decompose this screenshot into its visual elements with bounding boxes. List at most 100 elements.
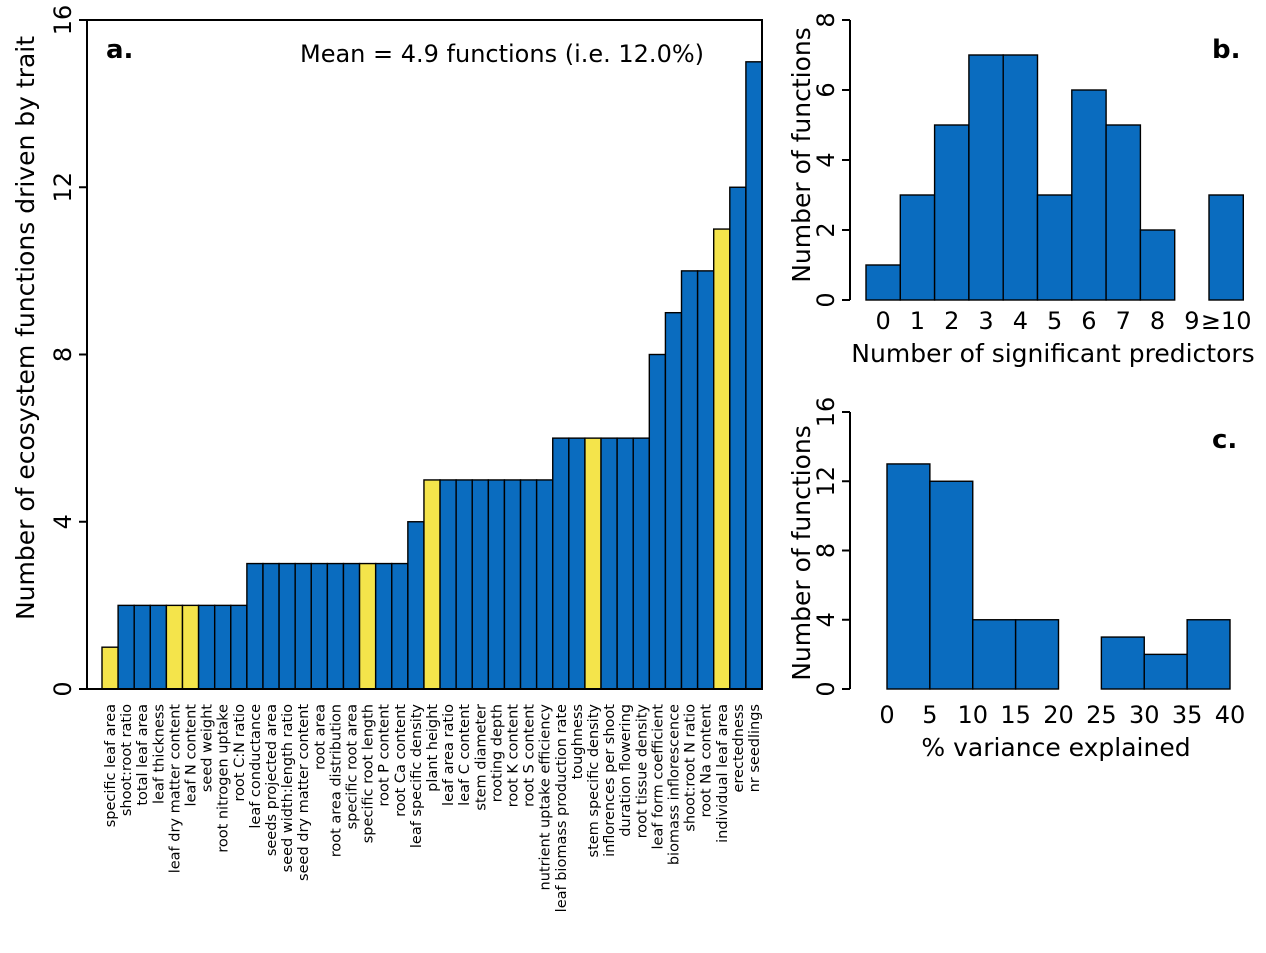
bar-15 [342,562,361,690]
bar-13 [310,562,329,690]
panel-b-letter: b. [1212,35,1241,65]
bar-12 [294,562,312,690]
bar-9 [246,562,264,690]
category-label: total leaf area [135,704,151,806]
panel-b-x-ticks: 0 1 2 3 4 5 6 7 8 9 ≥10 [876,307,1252,335]
bar-1 [117,604,135,690]
category-label: seed weight [200,704,216,792]
panel-b-y-ticks: 0 2 4 6 8 [812,12,850,308]
bar-5 [181,604,200,690]
panel-b-x-axis-label: Number of significant predictors [851,339,1254,368]
category-label: root S content [522,704,538,807]
category-label: root area distribution [328,704,344,857]
y-tick-label: 0 [812,681,840,696]
y-tick-label: 16 [49,5,77,36]
bar-37 [696,270,715,690]
bar-1 [899,194,936,301]
bar-28 [552,437,570,690]
x-tick-label: 3 [978,307,993,335]
bar-38 [713,228,731,690]
category-label: root C:N ratio [232,704,248,802]
x-tick-label: 0 [879,701,894,729]
y-tick-label: 6 [812,82,840,97]
bar-23 [471,479,490,690]
x-tick-label: 10 [957,701,988,729]
panel-c-x-axis-label: % variance explained [921,733,1190,762]
category-label: leaf thickness [151,704,167,804]
bar-0 [886,463,931,690]
bar-3 [968,54,1004,301]
y-tick-label: 8 [812,12,840,27]
x-tick-label: 15 [1000,701,1031,729]
bar-10 [1208,194,1244,301]
panel-c-y-axis-label: Number of functions [787,425,816,681]
bar-34 [648,353,667,690]
category-label: duration flowering [618,704,634,837]
panel-a-mean-annotation: Mean = 4.9 functions (i.e. 12.0%) [300,40,704,68]
category-label: root P content [377,704,393,807]
bar-4 [165,604,184,690]
bar-32 [616,437,634,690]
bar-20 [423,479,441,690]
x-tick-label: 0 [876,307,891,335]
bar-40 [745,61,763,690]
category-label: inflorences per shoot [602,704,618,857]
bar-26 [519,479,538,690]
category-label: toughness [570,704,586,779]
x-tick-label: ≥10 [1201,307,1252,335]
bar-2 [972,619,1017,690]
bar-25 [503,479,522,690]
category-label: shoot:root ratio [119,704,135,816]
category-label: leaf biomass production rate [554,704,570,912]
bar-2 [933,124,970,301]
category-label: leaf conductance [248,704,264,829]
y-tick-label: 12 [49,172,77,203]
panel-b-y-axis-label: Number of functions [787,27,816,283]
bar-6 [1143,653,1188,690]
panel-c-x-ticks: 0 5 10 15 20 25 30 35 40 [879,701,1245,729]
bar-2 [133,604,151,690]
bar-22 [455,479,473,690]
category-label: rooting depth [489,704,505,802]
x-tick-label: 35 [1172,701,1203,729]
x-tick-label: 5 [922,701,937,729]
x-tick-label: 20 [1043,701,1074,729]
bar-17 [374,562,393,690]
x-tick-label: 30 [1129,701,1160,729]
bar-29 [568,437,586,690]
panel-a-chart: 0 4 8 12 16 specific leaf area shoot:root rat… [11,5,763,912]
x-tick-label: 9 [1184,307,1199,335]
bar-5 [1036,194,1073,301]
category-label: specific root area [345,704,361,829]
panel-a-y-ticks: 0 4 8 12 16 [49,5,87,697]
bar-3 [1014,619,1060,690]
y-tick-label: 12 [812,466,840,497]
bar-21 [439,479,457,690]
panel-c-letter: c. [1212,425,1237,455]
bar-18 [391,562,409,690]
category-label: seed dry matter content [296,704,312,881]
category-label: specific leaf area [103,704,119,827]
bar-7 [1105,124,1142,301]
category-label: nr seedlings [747,704,763,792]
bar-31 [600,437,618,690]
category-label: stem diameter [473,704,489,811]
bar-8 [1139,229,1176,301]
bar-36 [680,270,699,690]
y-tick-label: 8 [812,543,840,558]
category-label: leaf area ratio [441,704,457,806]
category-label: biomass inflorescence [666,704,682,865]
bar-3 [149,604,168,690]
bar-10 [262,562,280,690]
category-label: leaf form coefficient [650,704,666,850]
category-label: leaf specific density [409,704,425,849]
bar-8 [230,604,248,690]
panel-c-bars [886,463,1231,690]
category-label: erectedness [731,704,747,793]
category-label: individual leaf area [715,704,731,843]
x-tick-label: 40 [1215,701,1246,729]
bar-6 [1071,89,1107,301]
